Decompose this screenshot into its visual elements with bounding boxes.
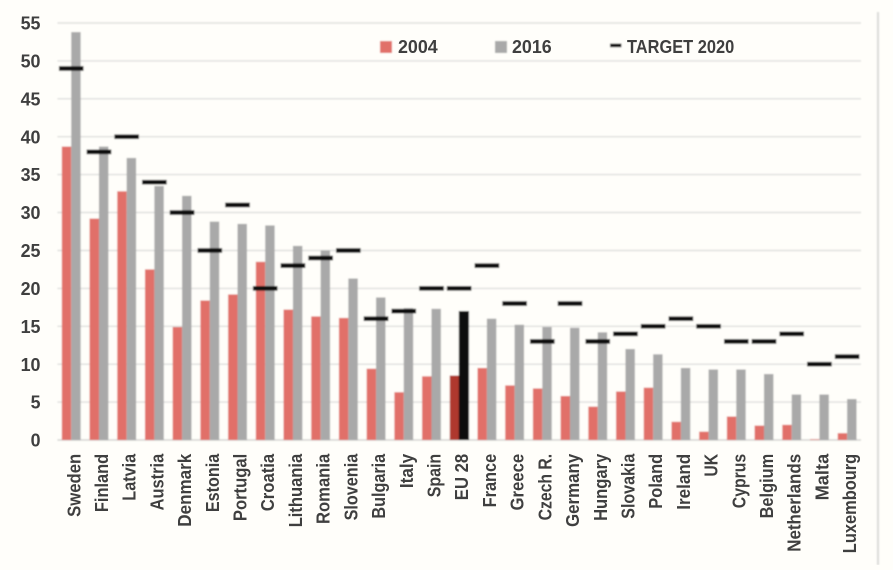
svg-text:Germany: Germany: [563, 454, 583, 527]
svg-text:Lithuania: Lithuania: [286, 453, 306, 527]
svg-text:Luxembourg: Luxembourg: [840, 454, 860, 553]
svg-text:France: France: [480, 454, 500, 508]
svg-text:Portugal: Portugal: [231, 454, 251, 521]
svg-text:40: 40: [21, 127, 41, 147]
svg-text:Netherlands: Netherlands: [785, 454, 805, 552]
svg-text:Latvia: Latvia: [120, 453, 140, 501]
svg-text:Croatia: Croatia: [258, 453, 278, 511]
svg-text:50: 50: [21, 52, 41, 72]
svg-text:20: 20: [21, 279, 41, 299]
svg-text:30: 30: [21, 203, 41, 223]
svg-text:Spain: Spain: [424, 454, 444, 498]
svg-text:0: 0: [31, 431, 41, 451]
svg-text:Ireland: Ireland: [674, 454, 694, 510]
svg-text:Denmark: Denmark: [175, 453, 195, 527]
svg-text:Greece: Greece: [508, 454, 528, 511]
svg-text:Finland: Finland: [92, 454, 112, 512]
svg-text:10: 10: [21, 355, 41, 375]
svg-text:Czech R.: Czech R.: [535, 454, 555, 521]
svg-text:Poland: Poland: [646, 454, 666, 509]
svg-text:Malta: Malta: [812, 453, 832, 501]
svg-text:35: 35: [21, 165, 41, 185]
svg-text:Belgium: Belgium: [757, 454, 777, 519]
svg-text:TARGET 2020: TARGET 2020: [627, 37, 734, 57]
svg-text:Cyprus: Cyprus: [729, 454, 749, 508]
svg-text:15: 15: [21, 317, 41, 337]
svg-text:Slovenia: Slovenia: [341, 453, 361, 520]
svg-text:Austria: Austria: [147, 453, 167, 511]
svg-text:2016: 2016: [512, 37, 552, 57]
svg-text:Romania: Romania: [314, 453, 334, 524]
svg-text:25: 25: [21, 241, 41, 261]
svg-text:Italy: Italy: [397, 454, 417, 488]
svg-text:Sweden: Sweden: [64, 454, 84, 517]
svg-text:Estonia: Estonia: [203, 453, 223, 512]
svg-text:5: 5: [31, 393, 41, 413]
svg-text:EU 28: EU 28: [452, 454, 472, 500]
svg-text:UK: UK: [702, 454, 722, 477]
svg-text:2004: 2004: [398, 37, 438, 57]
svg-text:Hungary: Hungary: [591, 454, 611, 521]
svg-text:45: 45: [21, 89, 41, 109]
svg-text:Slovakia: Slovakia: [618, 453, 638, 519]
svg-text:Bulgaria: Bulgaria: [369, 453, 389, 519]
svg-text:55: 55: [21, 14, 41, 34]
